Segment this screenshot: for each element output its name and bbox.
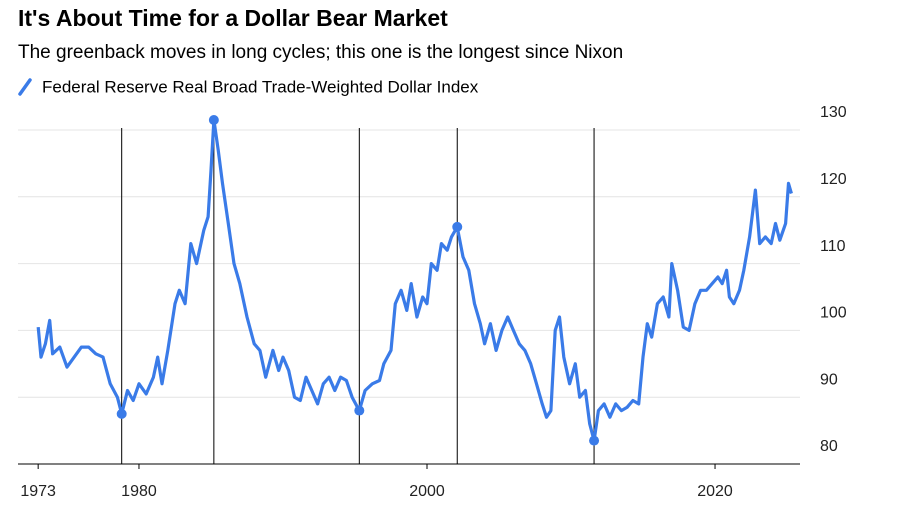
y-tick-label: 90 <box>820 371 838 388</box>
legend-label: Federal Reserve Real Broad Trade-Weighte… <box>42 77 479 96</box>
x-tick-label: 1973 <box>20 483 56 500</box>
turning-point <box>354 405 365 416</box>
x-tick-label: 1980 <box>121 483 157 500</box>
y-tick-label: 100 <box>820 305 847 322</box>
y-tick-label: 130 <box>820 104 847 121</box>
turning-point <box>452 221 463 232</box>
y-tick-label: 80 <box>820 438 838 455</box>
x-tick-label: 2000 <box>409 483 445 500</box>
x-tick-label: 2020 <box>697 483 733 500</box>
y-tick-label: 110 <box>820 238 846 255</box>
chart-subtitle: The greenback moves in long cycles; this… <box>18 42 623 63</box>
data-line <box>36 118 793 443</box>
legend-swatch <box>18 78 32 96</box>
chart-title: It's About Time for a Dollar Bear Market <box>18 5 448 31</box>
y-tick-label: 120 <box>820 171 847 188</box>
turning-point <box>589 435 600 446</box>
turning-point <box>116 408 127 419</box>
turning-point <box>208 114 219 125</box>
